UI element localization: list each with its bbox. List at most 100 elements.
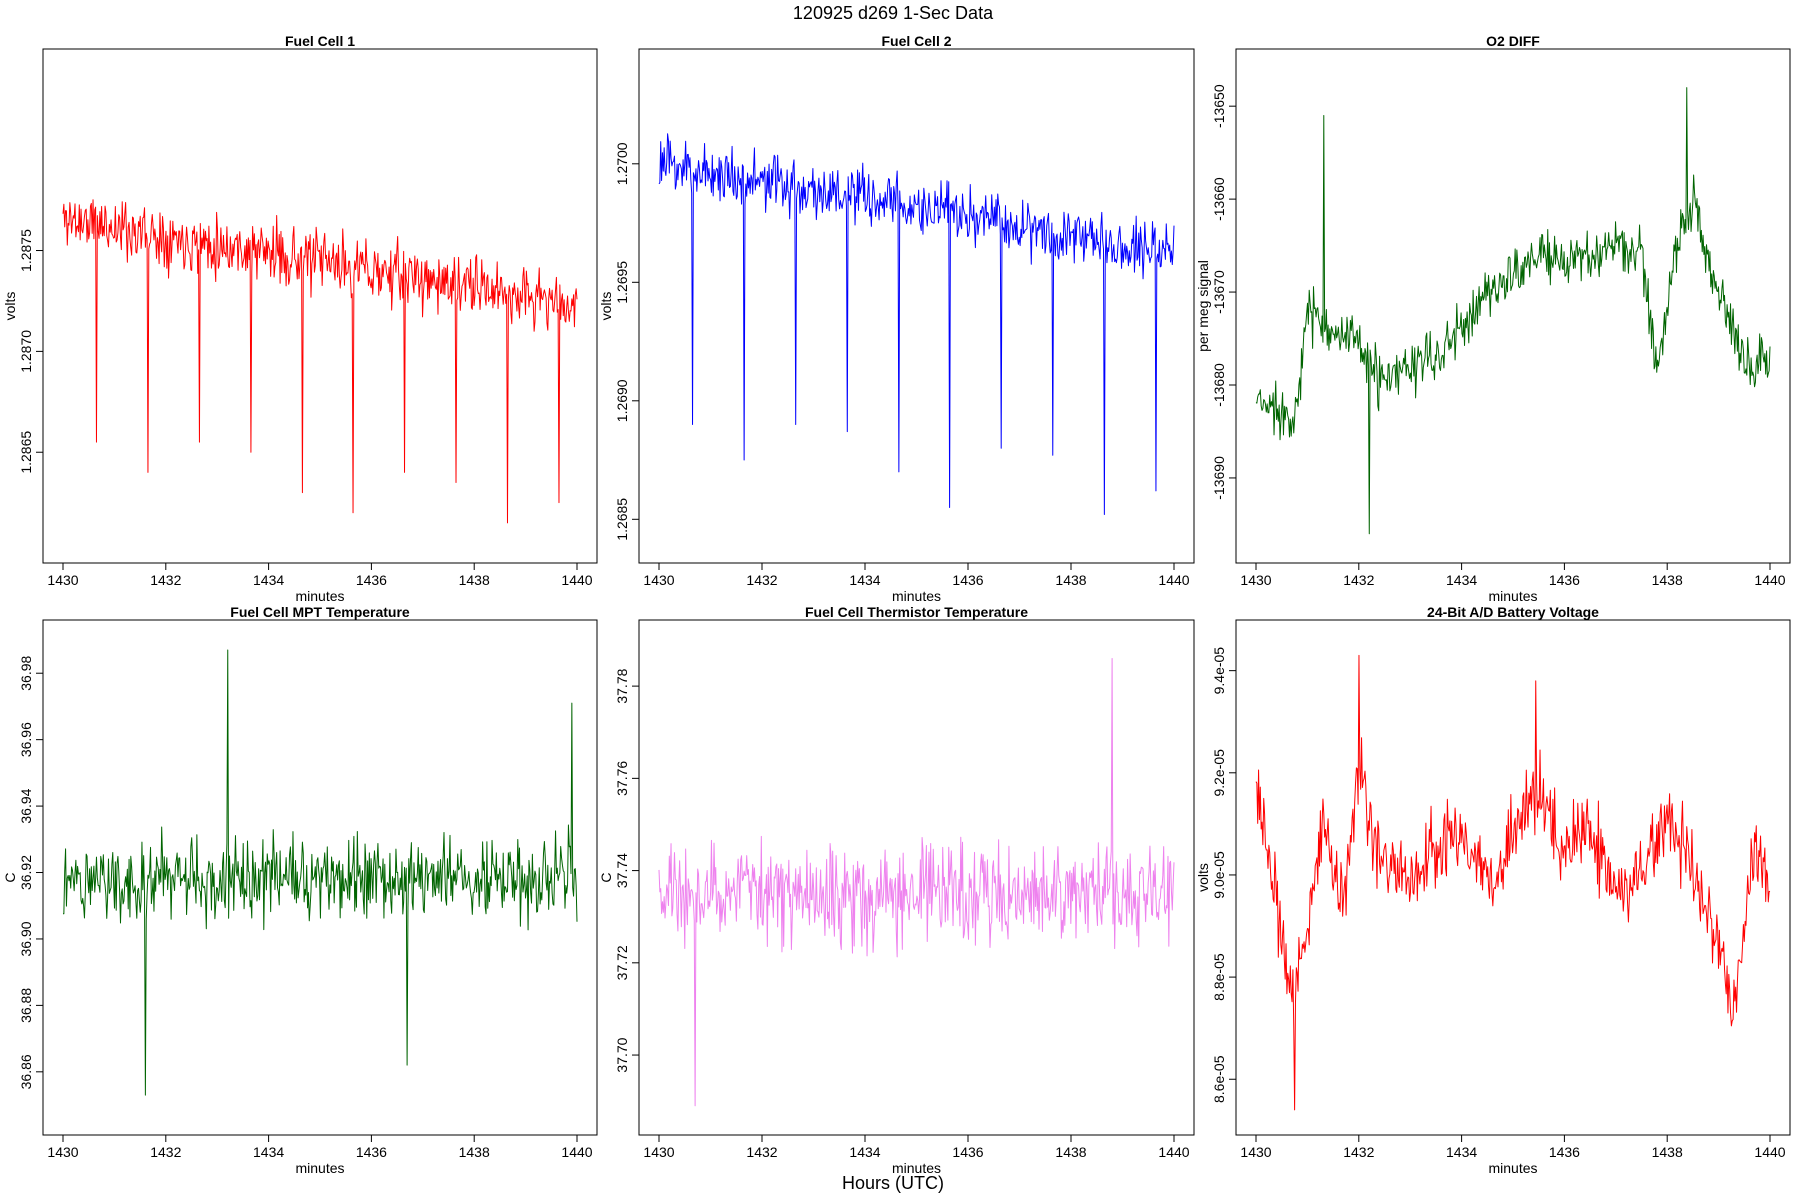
y-axis-label: C xyxy=(598,872,614,882)
x-tick-label: 1432 xyxy=(150,1144,181,1160)
y-tick-label: 1.2875 xyxy=(18,229,34,272)
x-tick-label: 1436 xyxy=(356,1144,387,1160)
x-tick-label: 1432 xyxy=(746,572,777,588)
data-series-line xyxy=(1255,87,1771,535)
data-series-line xyxy=(1255,654,1771,1111)
chart-panel-6: 24-Bit A/D Battery Voltage 1430 1432 1434 14… xyxy=(1195,604,1791,1176)
x-tick-label: 1440 xyxy=(1158,572,1189,588)
x-axis-label: minutes xyxy=(892,588,941,604)
y-tick-label: 37.70 xyxy=(614,1037,630,1072)
x-tick-label: 1438 xyxy=(1652,1144,1683,1160)
x-tick-label: 1430 xyxy=(47,572,78,588)
data-series-line xyxy=(658,657,1175,1107)
y-tick-label: 36.98 xyxy=(18,655,34,690)
panel-frame xyxy=(638,48,1195,564)
x-tick-label: 1438 xyxy=(1055,1144,1086,1160)
x-tick-label: 1436 xyxy=(356,572,387,588)
chart-panel-2: Fuel Cell 2 1430 1432 1434 1436 1438 1440 1.268… xyxy=(598,33,1195,604)
panel-frame xyxy=(42,48,598,564)
y-tick-label: 36.88 xyxy=(18,988,34,1023)
x-axis-label: minutes xyxy=(295,1160,344,1176)
x-axis-label: minutes xyxy=(1488,1160,1537,1176)
x-tick-label: 1434 xyxy=(1446,572,1477,588)
chart-panel-3: O2 DIFF 1430 1432 1434 1436 1438 1440 -13690 -13… xyxy=(1195,33,1791,604)
x-tick-label: 1434 xyxy=(849,1144,880,1160)
panel-title: Fuel Cell 2 xyxy=(881,33,951,49)
chart-panels: Fuel Cell 1 1430 1432 1434 1436 1438 1440 1.286… xyxy=(2,33,1791,1176)
figure-footer-label: Hours (UTC) xyxy=(842,1173,944,1193)
x-tick-label: 1432 xyxy=(150,572,181,588)
y-tick-label: 37.76 xyxy=(614,761,630,796)
x-axis-label: minutes xyxy=(295,588,344,604)
x-tick-label: 1430 xyxy=(1240,572,1271,588)
y-axis-label: per meg signal xyxy=(1195,260,1211,352)
x-axis-label: minutes xyxy=(892,1160,941,1176)
data-series-line xyxy=(658,133,1175,516)
y-tick-label: 1.2690 xyxy=(614,379,630,422)
y-tick-label: 36.92 xyxy=(18,855,34,890)
x-tick-label: 1436 xyxy=(1549,572,1580,588)
y-tick-label: 1.2700 xyxy=(614,142,630,185)
panel-frame xyxy=(1235,619,1791,1136)
chart-panel-1: Fuel Cell 1 1430 1432 1434 1436 1438 1440 1.286… xyxy=(2,33,598,604)
chart-panel-4: Fuel Cell MPT Temperature 1430 1432 1434 143… xyxy=(2,604,598,1176)
panel-frame xyxy=(1235,48,1791,564)
y-tick-label: 37.78 xyxy=(614,668,630,703)
x-tick-label: 1438 xyxy=(459,1144,490,1160)
x-tick-label: 1432 xyxy=(1343,572,1374,588)
y-axis-label: volts xyxy=(598,292,614,321)
y-tick-label: 36.94 xyxy=(18,788,34,823)
panel-title: Fuel Cell MPT Temperature xyxy=(230,604,410,620)
x-tick-label: 1436 xyxy=(1549,1144,1580,1160)
x-tick-label: 1434 xyxy=(1446,1144,1477,1160)
y-tick-label: 37.74 xyxy=(614,853,630,888)
x-tick-label: 1432 xyxy=(1343,1144,1374,1160)
x-tick-label: 1430 xyxy=(47,1144,78,1160)
y-tick-label: -13690 xyxy=(1211,456,1227,500)
x-tick-label: 1438 xyxy=(459,572,490,588)
x-tick-label: 1430 xyxy=(1240,1144,1271,1160)
x-tick-label: 1440 xyxy=(561,572,592,588)
y-tick-label: 37.72 xyxy=(614,945,630,980)
data-series-line xyxy=(62,199,578,524)
y-tick-label: 1.2695 xyxy=(614,261,630,304)
x-tick-label: 1434 xyxy=(253,572,284,588)
y-tick-label: 36.96 xyxy=(18,722,34,757)
x-tick-label: 1440 xyxy=(561,1144,592,1160)
x-axis-label: minutes xyxy=(1488,588,1537,604)
data-series-line xyxy=(62,649,578,1096)
x-tick-label: 1440 xyxy=(1754,572,1785,588)
x-tick-label: 1438 xyxy=(1055,572,1086,588)
x-tick-label: 1440 xyxy=(1754,1144,1785,1160)
y-tick-label: 36.90 xyxy=(18,921,34,956)
y-tick-label: 9.2e-05 xyxy=(1211,749,1227,797)
panel-title: Fuel Cell 1 xyxy=(285,33,355,49)
y-tick-label: 36.86 xyxy=(18,1054,34,1089)
panel-title: O2 DIFF xyxy=(1486,33,1540,49)
y-axis-label: C xyxy=(2,872,18,882)
y-tick-label: -13680 xyxy=(1211,363,1227,407)
y-tick-label: -13650 xyxy=(1211,84,1227,128)
x-tick-label: 1436 xyxy=(952,572,983,588)
y-axis-label: volts xyxy=(1195,863,1211,892)
y-tick-label: 1.2685 xyxy=(614,498,630,541)
y-tick-label: 9.0e-05 xyxy=(1211,851,1227,899)
y-tick-label: 8.8e-05 xyxy=(1211,953,1227,1001)
y-axis-label: volts xyxy=(2,292,18,321)
chart-panel-5: Fuel Cell Thermistor Temperature 1430 1432… xyxy=(598,604,1195,1176)
panel-title: 24-Bit A/D Battery Voltage xyxy=(1427,604,1599,620)
y-tick-label: 9.4e-05 xyxy=(1211,647,1227,695)
x-tick-label: 1430 xyxy=(643,1144,674,1160)
x-tick-label: 1436 xyxy=(952,1144,983,1160)
y-tick-label: 1.2865 xyxy=(18,431,34,474)
x-tick-label: 1434 xyxy=(849,572,880,588)
y-tick-label: -13670 xyxy=(1211,270,1227,314)
x-tick-label: 1430 xyxy=(643,572,674,588)
y-tick-label: 8.6e-05 xyxy=(1211,1055,1227,1103)
x-tick-label: 1438 xyxy=(1652,572,1683,588)
x-tick-label: 1432 xyxy=(746,1144,777,1160)
figure-title: 120925 d269 1-Sec Data xyxy=(793,3,994,23)
x-tick-label: 1434 xyxy=(253,1144,284,1160)
